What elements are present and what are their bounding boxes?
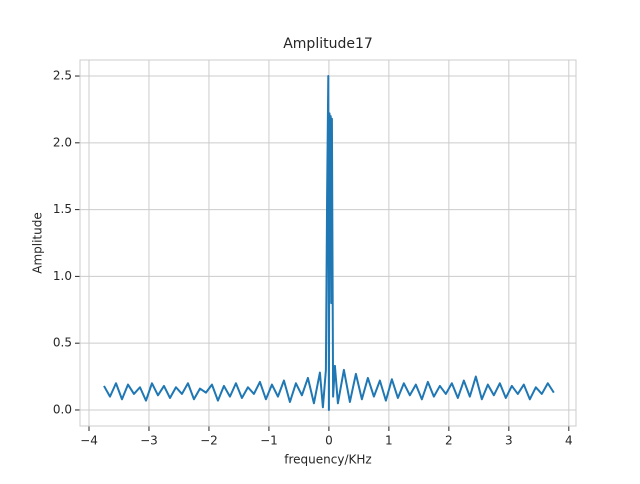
chart-title: Amplitude17 (283, 36, 373, 52)
x-tick-label: 3 (505, 434, 513, 448)
x-tick-label: 4 (565, 434, 573, 448)
x-tick-label: −4 (80, 434, 98, 448)
x-axis-label: frequency/KHz (284, 453, 371, 467)
y-tick-label: 1.5 (53, 202, 72, 216)
x-tick-label: −3 (140, 434, 158, 448)
y-tick-label: 0.5 (53, 336, 72, 350)
y-tick-label: 2.0 (53, 135, 72, 149)
x-tick-label: 1 (385, 434, 393, 448)
x-tick-label: −1 (260, 434, 278, 448)
y-tick-label: 1.0 (53, 269, 72, 283)
x-tick-label: −2 (200, 434, 218, 448)
y-tick-label: 2.5 (53, 69, 72, 83)
x-tick-label: 2 (445, 434, 453, 448)
x-tick-label: 0 (325, 434, 333, 448)
y-tick-label: 0.0 (53, 402, 72, 416)
y-axis-label: Amplitude (31, 212, 45, 274)
plot-frame (79, 59, 577, 427)
data-line (103, 75, 555, 411)
